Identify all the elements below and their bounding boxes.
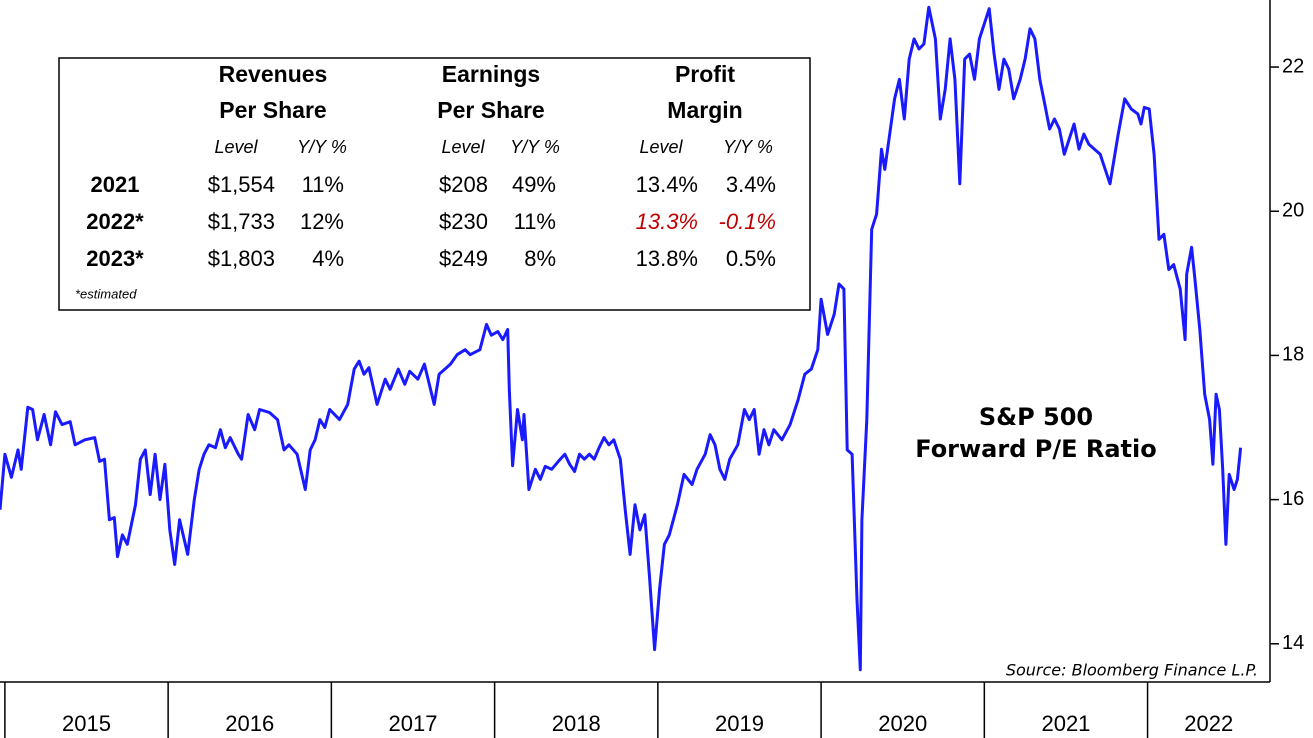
column-header: Y/Y % bbox=[510, 137, 560, 157]
x-tick-label: 2022 bbox=[1184, 711, 1233, 736]
x-tick-label: 2018 bbox=[552, 711, 601, 736]
x-tick-label: 2020 bbox=[878, 711, 927, 736]
source: Source: Bloomberg Finance L.P. bbox=[1006, 661, 1258, 680]
x-tick-label: 2015 bbox=[62, 711, 111, 736]
column-header: Y/Y % bbox=[723, 137, 773, 157]
table-box bbox=[58, 57, 811, 311]
row-label: 2023* bbox=[86, 246, 144, 271]
table-cell: $230 bbox=[439, 209, 488, 234]
pe-line bbox=[0, 5, 1243, 672]
group-header: Profit bbox=[675, 61, 735, 87]
table-cell: 3.4% bbox=[726, 172, 776, 197]
table-cell: 11% bbox=[302, 172, 344, 197]
group-header: Earnings bbox=[442, 61, 540, 87]
x-tick-label: 2016 bbox=[225, 711, 274, 736]
table-cell: $1,803 bbox=[208, 246, 275, 271]
table-cell: $1,733 bbox=[208, 209, 275, 234]
table-cell: 8% bbox=[524, 246, 556, 271]
group-header: Per Share bbox=[219, 97, 326, 123]
table-cell: 13.4% bbox=[636, 172, 698, 197]
y-tick-label: 20 bbox=[1282, 200, 1304, 222]
x-tick-label: 2017 bbox=[389, 711, 438, 736]
table-cell: $249 bbox=[439, 246, 488, 271]
table-cell: $208 bbox=[439, 172, 488, 197]
column-header: Level bbox=[214, 137, 258, 157]
table-cell: $1,554 bbox=[208, 172, 275, 197]
table-cell: 13.8% bbox=[636, 246, 698, 271]
y-tick-label: 16 bbox=[1282, 488, 1304, 510]
y-tick-label: 18 bbox=[1282, 344, 1304, 366]
column-header: Level bbox=[441, 137, 485, 157]
annotation: S&P 500 bbox=[979, 403, 1093, 431]
table-cell: 49% bbox=[512, 172, 556, 197]
y-tick-label: 22 bbox=[1282, 55, 1304, 77]
x-tick-label: 2019 bbox=[715, 711, 764, 736]
table-cell: 12% bbox=[300, 209, 344, 234]
column-header: Level bbox=[639, 137, 683, 157]
row-label: 2022* bbox=[86, 209, 144, 234]
group-header: Per Share bbox=[437, 97, 544, 123]
table-cell: 11% bbox=[514, 209, 556, 234]
group-header: Margin bbox=[667, 97, 742, 123]
table-cell: 13.3% bbox=[636, 209, 698, 234]
table-cell: -0.1% bbox=[719, 209, 776, 234]
group-header: Revenues bbox=[219, 61, 328, 87]
table-note: *estimated bbox=[75, 286, 137, 301]
column-header: Y/Y % bbox=[297, 137, 347, 157]
annotation: Forward P/E Ratio bbox=[915, 435, 1156, 463]
row-label: 2021 bbox=[91, 172, 140, 197]
x-tick-label: 2021 bbox=[1041, 711, 1090, 736]
table-cell: 4% bbox=[312, 246, 344, 271]
y-tick-label: 14 bbox=[1282, 632, 1304, 654]
table-cell: 0.5% bbox=[726, 246, 776, 271]
